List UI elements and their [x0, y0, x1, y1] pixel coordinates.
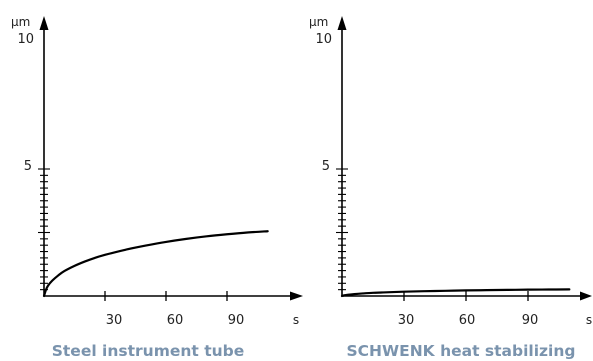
- chart-steel-instrument-tube: 5 10 µm 30 60 90 s Steel instrument tube: [11, 15, 303, 360]
- series-curve: [340, 288, 571, 298]
- y-axis-arrow-icon: [337, 16, 347, 30]
- y-tick-label-5: 5: [322, 159, 330, 174]
- x-tick-label-60: 60: [167, 313, 184, 328]
- y-tick-label-10: 10: [17, 32, 34, 47]
- x-axis-arrow-icon: [290, 291, 303, 301]
- x-tick-label-60: 60: [459, 313, 476, 328]
- series-curve: [42, 230, 269, 298]
- y-tick-label-5: 5: [24, 159, 32, 174]
- x-tick-label-30: 30: [106, 313, 123, 328]
- x-axis-unit-label: s: [293, 313, 299, 327]
- x-tick-label-90: 90: [228, 313, 245, 328]
- y-tick-label-10: 10: [315, 32, 332, 47]
- y-axis-unit-label: µm: [309, 15, 328, 29]
- y-axis-unit-label: µm: [11, 15, 30, 29]
- chart-schwenk-heat-stabilizing: 5 10 µm 30 60 90 s SCHWENK heat stabiliz…: [309, 15, 592, 360]
- x-tick-label-30: 30: [398, 313, 415, 328]
- y-minor-ticks: [38, 168, 50, 291]
- y-minor-ticks: [336, 168, 348, 291]
- chart-caption: SCHWENK heat stabilizing: [347, 342, 576, 360]
- x-axis-unit-label: s: [586, 313, 592, 327]
- y-axis-arrow-icon: [39, 16, 49, 30]
- x-ticks: [104, 291, 228, 301]
- chart-caption: Steel instrument tube: [52, 342, 245, 360]
- x-tick-label-90: 90: [522, 313, 539, 328]
- x-axis-arrow-icon: [580, 291, 592, 301]
